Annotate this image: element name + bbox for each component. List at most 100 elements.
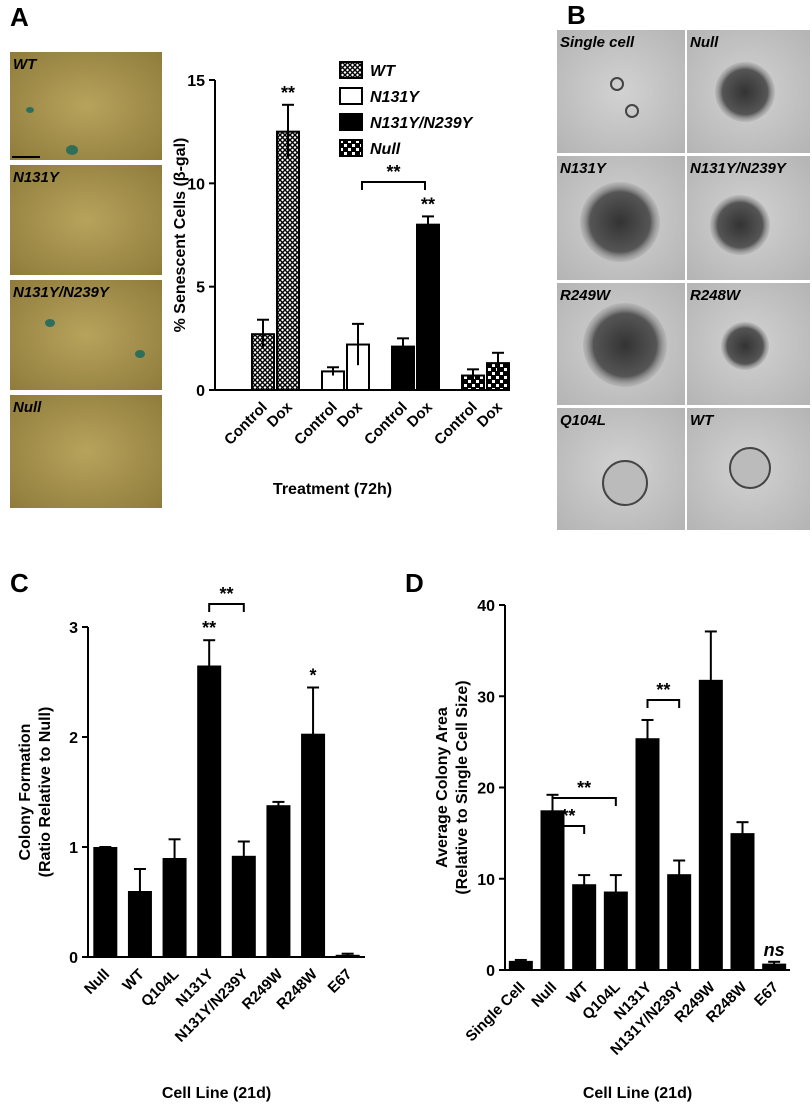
panel-label: D [405, 568, 424, 598]
x-tick-label: Control [221, 399, 271, 449]
legend-label: WT [370, 63, 396, 80]
x-tick-label: Single Cell [462, 979, 528, 1045]
colony [583, 303, 667, 387]
y-tick-label: 10 [187, 176, 205, 193]
micrograph-label: Null [13, 399, 42, 416]
y-tick-label: 2 [69, 730, 78, 747]
x-tick-label: E67 [325, 966, 356, 997]
panel-label: A [10, 2, 29, 32]
colony [721, 322, 769, 370]
bar [416, 223, 440, 391]
colony [715, 62, 775, 122]
micrograph-label: WT [690, 412, 715, 429]
annotation: ** [386, 162, 400, 182]
bar [266, 805, 291, 957]
legend-swatch [339, 87, 363, 105]
annotation: ** [202, 618, 216, 638]
y-axis-label: (Ratio Relative to Null) [37, 707, 54, 878]
significance-bracket [551, 797, 617, 806]
y-tick-label: 0 [196, 383, 205, 400]
bar [276, 130, 300, 392]
micrographs-a [10, 52, 162, 508]
y-axis-label: % Senescent Cells (β-gal) [172, 138, 189, 333]
y-tick-label: 20 [477, 781, 495, 798]
panel-label: C [10, 568, 29, 598]
micrograph-label: Null [690, 34, 719, 51]
significance-bracket [208, 603, 245, 612]
micrograph [557, 30, 685, 153]
y-tick-label: 10 [477, 872, 495, 889]
bar [730, 833, 755, 970]
bar [93, 847, 118, 957]
micrograph [10, 280, 162, 390]
y-tick-label: 40 [477, 598, 495, 615]
cell [625, 104, 639, 118]
legend-label: N131Y [370, 89, 420, 106]
stained-cell [26, 107, 34, 113]
x-tick-label: Dox [404, 398, 437, 431]
bar [762, 963, 787, 970]
y-tick-label: 1 [69, 840, 78, 857]
annotation: ns [764, 940, 785, 960]
x-axis-label: Cell Line (21d) [162, 1085, 271, 1102]
annotation: ** [219, 584, 233, 604]
x-tick-label: Null [81, 966, 113, 998]
micrograph-label: N131Y/N239Y [13, 284, 111, 301]
y-axis-label: Colony Formation [17, 724, 34, 861]
micrograph-label: WT [13, 56, 38, 73]
micrograph [10, 52, 162, 160]
micrograph-label: R248W [690, 287, 742, 304]
stained-cell [45, 319, 55, 327]
annotation: ** [421, 194, 435, 214]
x-axis-label: Treatment (72h) [273, 481, 392, 498]
bar [197, 665, 222, 957]
micrograph-label: Q104L [560, 412, 606, 429]
y-axis-label: (Relative to Single Cell Size) [454, 680, 471, 894]
micrograph-label: N131Y/N239Y [690, 160, 788, 177]
colony [710, 195, 770, 255]
micrograph-label: Single cell [560, 34, 635, 51]
bar [231, 855, 256, 957]
x-tick-label: Q104L [138, 966, 182, 1010]
x-tick-label: Dox [474, 398, 507, 431]
bar [667, 874, 692, 970]
y-tick-label: 0 [69, 950, 78, 967]
y-tick-label: 5 [196, 280, 205, 297]
y-tick-label: 15 [187, 73, 205, 90]
y-tick-label: 0 [486, 963, 495, 980]
significance-bracket [361, 181, 426, 190]
y-tick-label: 30 [477, 689, 495, 706]
colony [602, 460, 648, 506]
legend-swatch [339, 113, 363, 131]
colony [580, 182, 660, 262]
x-tick-label: WT [119, 966, 148, 995]
micrograph [10, 395, 162, 508]
bar [508, 960, 533, 970]
annotation: ** [281, 83, 295, 103]
y-axis-label: Average Colony Area [434, 707, 451, 868]
x-tick-label: Dox [334, 398, 367, 431]
legend-swatch [339, 61, 363, 79]
legend-swatch [339, 139, 363, 157]
micrograph-label: R249W [560, 287, 612, 304]
bar [572, 884, 597, 970]
x-tick-label: Control [431, 399, 481, 449]
x-tick-label: Dox [264, 398, 297, 431]
cell [610, 77, 624, 91]
bar [540, 810, 565, 970]
stained-cell [66, 145, 78, 155]
micrograph [10, 165, 162, 275]
annotation: ** [561, 806, 575, 826]
legend-label: Null [370, 141, 401, 158]
x-tick-label: Control [291, 399, 341, 449]
legend-label: N131Y/N239Y [370, 115, 474, 132]
annotation: * [310, 666, 317, 686]
significance-bracket [646, 699, 681, 708]
x-axis-label: Cell Line (21d) [583, 1085, 692, 1102]
annotation: ** [656, 680, 670, 700]
annotation: ** [577, 778, 591, 798]
micrograph-label: N131Y [560, 160, 608, 177]
colony [729, 447, 771, 489]
micrograph-label: N131Y [13, 169, 61, 186]
